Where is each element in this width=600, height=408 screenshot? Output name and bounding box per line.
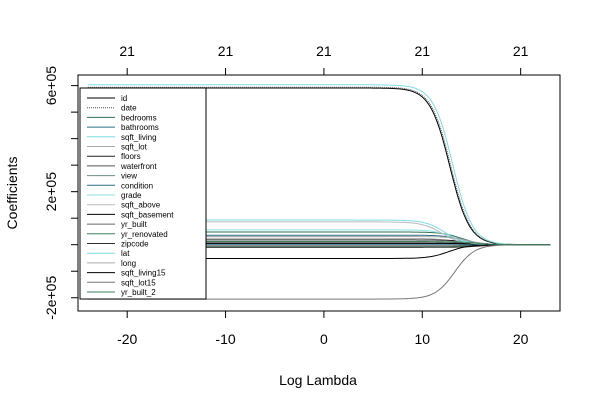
top-axis: 21 21 21 21 21 [119, 43, 529, 76]
series-line-sqft_living [87, 84, 551, 246]
legend-label-lat: lat [121, 249, 130, 258]
top-tick-label: 21 [218, 43, 234, 59]
legend-label-view: view [121, 172, 137, 181]
top-tick-label: 21 [513, 43, 529, 59]
y-tick-label: 2e+05 [43, 172, 59, 212]
legend-label-floors: floors [121, 152, 141, 161]
x-axis-label: Log Lambda [279, 372, 357, 388]
legend-label-sqft_living: sqft_living [121, 133, 157, 142]
top-tick-label: 21 [316, 43, 332, 59]
x-tick-label: 20 [513, 331, 529, 347]
legend-label-date: date [121, 104, 137, 113]
legend-label-yr_built: yr_built [121, 220, 148, 229]
legend-label-condition: condition [121, 181, 153, 190]
legend-label-sqft_living15: sqft_living15 [121, 269, 166, 278]
legend-label-sqft_above: sqft_above [121, 201, 161, 210]
legend-label-zipcode: zipcode [121, 240, 149, 249]
legend-label-yr_built_2: yr_built_2 [121, 288, 156, 297]
legend: iddatebedroomsbathroomssqft_livingsqft_l… [79, 87, 207, 300]
y-tick-label: -2e+05 [43, 276, 59, 320]
y-axis: -2e+05 2e+05 6e+05 [43, 66, 79, 320]
x-tick-label: -20 [117, 331, 137, 347]
legend-label-bathrooms: bathrooms [121, 123, 159, 132]
legend-label-grade: grade [121, 191, 142, 200]
legend-label-waterfront: waterfront [120, 162, 157, 171]
legend-label-sqft_lot: sqft_lot [121, 143, 148, 152]
x-tick-label: -10 [215, 331, 235, 347]
legend-label-sqft_lot15: sqft_lot15 [121, 278, 156, 287]
legend-label-sqft_basement: sqft_basement [121, 210, 174, 219]
legend-label-yr_renovated: yr_renovated [121, 230, 168, 239]
x-tick-label: 0 [320, 331, 328, 347]
legend-label-id: id [121, 94, 127, 103]
x-tick-label: 10 [414, 331, 430, 347]
legend-label-bedrooms: bedrooms [121, 113, 157, 122]
x-axis: -20 -10 0 10 20 [117, 310, 529, 347]
legend-box [79, 87, 207, 300]
top-tick-label: 21 [119, 43, 135, 59]
legend-label-long: long [121, 259, 136, 268]
y-tick-label: 6e+05 [43, 66, 59, 106]
y-axis-label: Coefficients [4, 157, 20, 230]
top-tick-label: 21 [414, 43, 430, 59]
